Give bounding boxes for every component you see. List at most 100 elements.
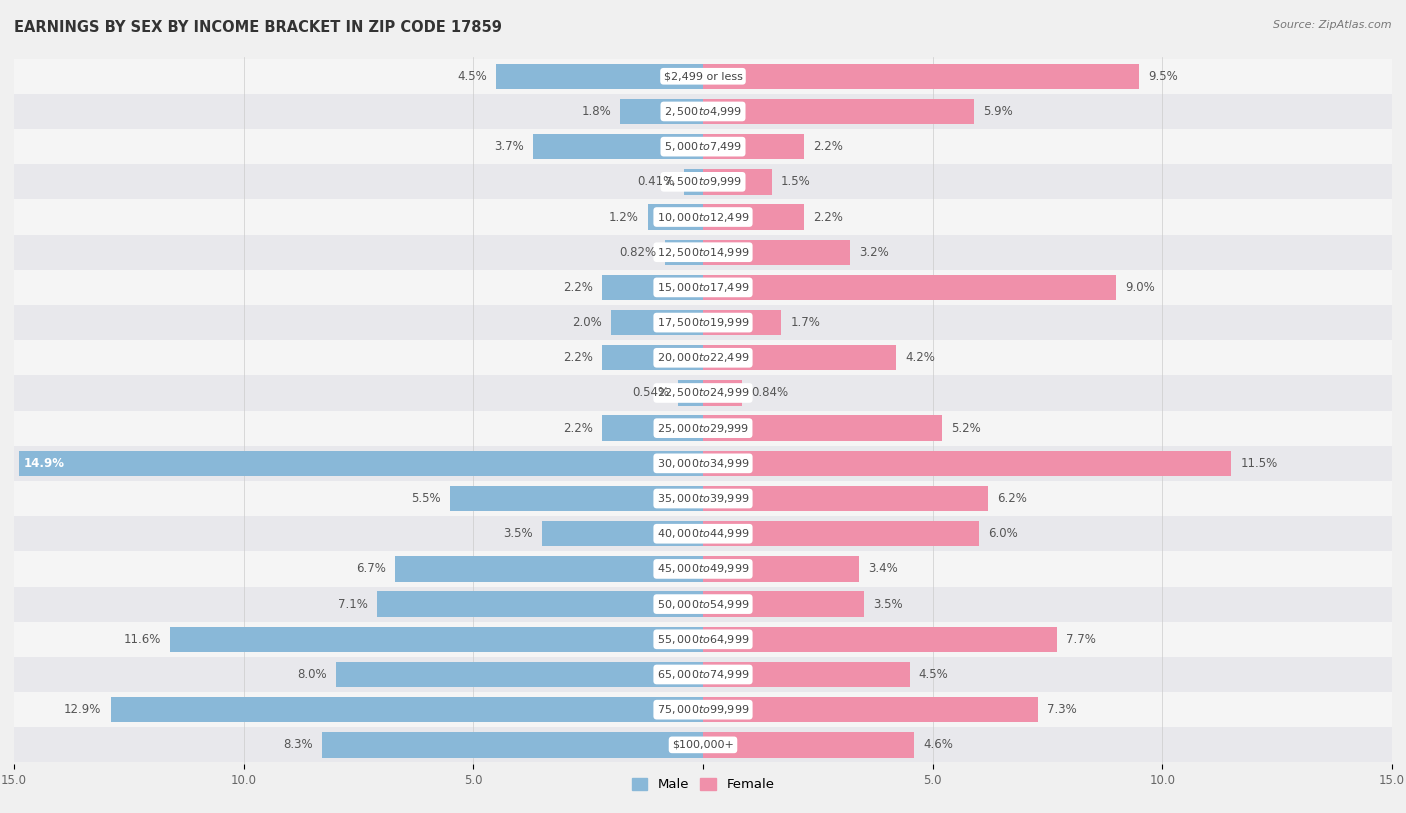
Text: 12.9%: 12.9% — [63, 703, 101, 716]
Text: 9.5%: 9.5% — [1149, 70, 1178, 83]
Text: $75,000 to $99,999: $75,000 to $99,999 — [657, 703, 749, 716]
Text: 3.2%: 3.2% — [859, 246, 889, 259]
Bar — [111, 697, 703, 722]
Text: $7,500 to $9,999: $7,500 to $9,999 — [664, 176, 742, 189]
Text: 9.0%: 9.0% — [1126, 281, 1156, 294]
Text: 7.3%: 7.3% — [1047, 703, 1077, 716]
Text: 5.5%: 5.5% — [412, 492, 441, 505]
Bar — [450, 486, 703, 511]
Bar — [602, 345, 703, 371]
Bar — [703, 591, 863, 617]
Bar — [620, 99, 703, 124]
Bar — [14, 93, 1392, 129]
Bar — [703, 486, 988, 511]
Text: 1.5%: 1.5% — [782, 176, 811, 189]
Text: Source: ZipAtlas.com: Source: ZipAtlas.com — [1274, 20, 1392, 30]
Text: 1.7%: 1.7% — [790, 316, 820, 329]
Bar — [703, 63, 1139, 89]
Bar — [703, 415, 942, 441]
Text: 1.2%: 1.2% — [609, 211, 638, 224]
Text: 7.7%: 7.7% — [1066, 633, 1095, 646]
Bar — [377, 591, 703, 617]
Text: 8.3%: 8.3% — [283, 738, 312, 751]
Text: 5.9%: 5.9% — [983, 105, 1012, 118]
Bar — [533, 134, 703, 159]
Bar — [703, 134, 804, 159]
Text: 6.7%: 6.7% — [356, 563, 387, 576]
Bar — [703, 310, 782, 335]
Bar — [703, 627, 1057, 652]
Bar — [170, 627, 703, 652]
Text: 2.2%: 2.2% — [562, 422, 593, 435]
Bar — [14, 551, 1392, 586]
Text: 2.2%: 2.2% — [562, 281, 593, 294]
Bar — [14, 622, 1392, 657]
Text: 14.9%: 14.9% — [24, 457, 65, 470]
Text: $50,000 to $54,999: $50,000 to $54,999 — [657, 598, 749, 611]
Text: $12,500 to $14,999: $12,500 to $14,999 — [657, 246, 749, 259]
Text: 4.5%: 4.5% — [920, 668, 949, 681]
Text: $10,000 to $12,499: $10,000 to $12,499 — [657, 211, 749, 224]
Text: $2,500 to $4,999: $2,500 to $4,999 — [664, 105, 742, 118]
Text: 2.2%: 2.2% — [813, 140, 844, 153]
Bar — [602, 275, 703, 300]
Text: 3.5%: 3.5% — [503, 527, 533, 540]
Text: 7.1%: 7.1% — [337, 598, 368, 611]
Bar — [14, 692, 1392, 728]
Text: 0.54%: 0.54% — [631, 386, 669, 399]
Bar — [14, 270, 1392, 305]
Text: 3.4%: 3.4% — [869, 563, 898, 576]
Text: EARNINGS BY SEX BY INCOME BRACKET IN ZIP CODE 17859: EARNINGS BY SEX BY INCOME BRACKET IN ZIP… — [14, 20, 502, 35]
Text: 11.5%: 11.5% — [1240, 457, 1278, 470]
Bar — [14, 376, 1392, 411]
Bar — [703, 345, 896, 371]
Bar — [703, 556, 859, 581]
Bar — [703, 169, 772, 194]
Text: 4.2%: 4.2% — [905, 351, 935, 364]
Bar — [678, 380, 703, 406]
Bar — [336, 662, 703, 687]
Text: $30,000 to $34,999: $30,000 to $34,999 — [657, 457, 749, 470]
Text: $17,500 to $19,999: $17,500 to $19,999 — [657, 316, 749, 329]
Bar — [14, 305, 1392, 340]
Bar — [14, 411, 1392, 446]
Bar — [18, 450, 703, 476]
Text: $2,499 or less: $2,499 or less — [664, 72, 742, 81]
Bar — [14, 340, 1392, 376]
Bar — [703, 275, 1116, 300]
Bar — [602, 415, 703, 441]
Bar — [703, 697, 1038, 722]
Text: 6.0%: 6.0% — [988, 527, 1018, 540]
Text: 2.0%: 2.0% — [572, 316, 602, 329]
Bar — [14, 516, 1392, 551]
Text: 5.2%: 5.2% — [950, 422, 981, 435]
Text: 3.7%: 3.7% — [494, 140, 524, 153]
Bar — [14, 728, 1392, 763]
Bar — [703, 99, 974, 124]
Bar — [322, 733, 703, 758]
Text: $35,000 to $39,999: $35,000 to $39,999 — [657, 492, 749, 505]
Bar — [685, 169, 703, 194]
Text: $20,000 to $22,499: $20,000 to $22,499 — [657, 351, 749, 364]
Bar — [543, 521, 703, 546]
Text: 2.2%: 2.2% — [813, 211, 844, 224]
Bar — [703, 662, 910, 687]
Bar — [14, 657, 1392, 692]
Text: $15,000 to $17,499: $15,000 to $17,499 — [657, 281, 749, 294]
Bar — [14, 586, 1392, 622]
Text: 4.5%: 4.5% — [457, 70, 486, 83]
Bar — [665, 240, 703, 265]
Text: $25,000 to $29,999: $25,000 to $29,999 — [657, 422, 749, 435]
Bar — [14, 235, 1392, 270]
Bar — [648, 204, 703, 230]
Text: 8.0%: 8.0% — [297, 668, 326, 681]
Text: 11.6%: 11.6% — [124, 633, 162, 646]
Bar — [496, 63, 703, 89]
Text: 3.5%: 3.5% — [873, 598, 903, 611]
Text: 0.82%: 0.82% — [619, 246, 657, 259]
Text: 2.2%: 2.2% — [562, 351, 593, 364]
Bar — [703, 450, 1232, 476]
Bar — [703, 521, 979, 546]
Bar — [703, 733, 914, 758]
Text: $22,500 to $24,999: $22,500 to $24,999 — [657, 386, 749, 399]
